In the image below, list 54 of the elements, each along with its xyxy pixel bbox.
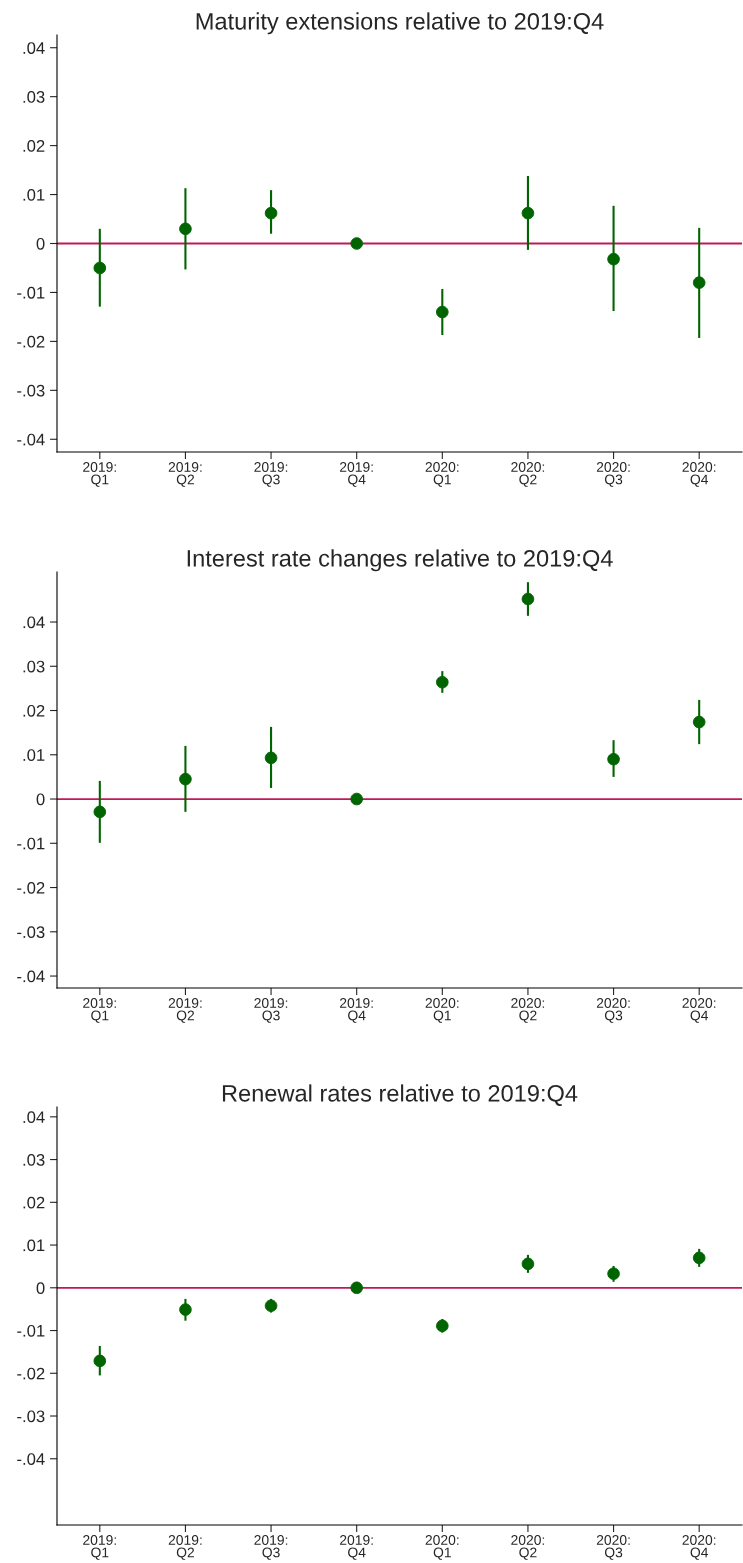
x-tick-label: 2019: Q2 — [168, 1535, 202, 1560]
x-tick-label: 2020: Q3 — [596, 1535, 630, 1560]
y-tick-label: -.03 — [17, 926, 45, 938]
y-tick-label: .01 — [23, 749, 45, 761]
y-tick-label: -.02 — [17, 881, 45, 894]
y-tick-label: -.03 — [17, 1410, 45, 1423]
x-tick-label: 2019: Q1 — [83, 462, 116, 487]
x-tick-label: 2020: Q1 — [425, 1535, 459, 1560]
x-tick-label: 2020: Q2 — [511, 998, 545, 1023]
y-tick-label: .01 — [23, 188, 45, 201]
y-tick-label: .04 — [23, 616, 45, 629]
y-tick-label: .04 — [23, 42, 45, 54]
y-tick-label: .02 — [23, 140, 45, 152]
x-tick-label: 2019: Q4 — [340, 1535, 373, 1560]
chart-title: Interest rate changes relative to 2019:Q4 — [187, 549, 613, 572]
y-tick-label: -.01 — [17, 1324, 45, 1337]
x-tick-label: 2020: Q4 — [682, 1535, 716, 1560]
y-tick-label: -.02 — [17, 335, 45, 348]
y-tick-label: -.03 — [17, 384, 45, 397]
y-tick-label: .03 — [23, 660, 45, 673]
y-tick-label: -.01 — [17, 286, 45, 299]
x-tick-label: 2019: Q1 — [83, 998, 116, 1023]
x-tick-label: 2019: Q1 — [83, 1535, 116, 1560]
x-tick-label: 2020: Q2 — [511, 1535, 545, 1560]
y-tick-label: .01 — [23, 1239, 45, 1252]
x-tick-label: 2020: Q3 — [596, 462, 630, 487]
y-tick-label: 0 — [36, 237, 45, 250]
x-tick-label: 2019: Q2 — [168, 462, 202, 487]
y-tick-label: -.04 — [17, 433, 45, 446]
x-tick-label: 2020: Q4 — [682, 998, 716, 1023]
chart-title: Renewal rates relative to 2019:Q4 — [222, 1084, 578, 1106]
x-tick-label: 2019: Q2 — [168, 998, 202, 1023]
x-tick-label: 2019: Q3 — [254, 462, 288, 487]
x-tick-label: 2020: Q3 — [596, 998, 630, 1023]
y-tick-label: .04 — [23, 1111, 45, 1124]
x-tick-label: 2020: Q1 — [425, 462, 459, 487]
x-tick-label: 2019: Q4 — [340, 462, 373, 487]
y-tick-label: -.04 — [17, 970, 45, 983]
y-tick-label: 0 — [36, 793, 45, 806]
y-tick-label: .02 — [23, 704, 45, 717]
y-tick-label: .03 — [23, 91, 45, 103]
x-tick-label: 2020: Q2 — [511, 462, 545, 487]
chart-title: Maturity extensions relative to 2019:Q4 — [196, 12, 604, 35]
y-tick-label: .03 — [23, 1153, 45, 1166]
y-tick-label: -.02 — [17, 1367, 45, 1380]
y-tick-label: 0 — [36, 1282, 45, 1294]
x-tick-label: 2019: Q3 — [254, 1535, 288, 1560]
x-tick-label: 2020: Q4 — [682, 462, 716, 487]
y-tick-label: .02 — [23, 1196, 45, 1209]
x-tick-label: 2019: Q4 — [340, 998, 373, 1023]
x-tick-label: 2020: Q1 — [425, 998, 459, 1023]
y-tick-label: -.04 — [17, 1453, 45, 1465]
y-tick-label: -.01 — [17, 837, 45, 850]
x-tick-label: 2019: Q3 — [254, 998, 288, 1023]
